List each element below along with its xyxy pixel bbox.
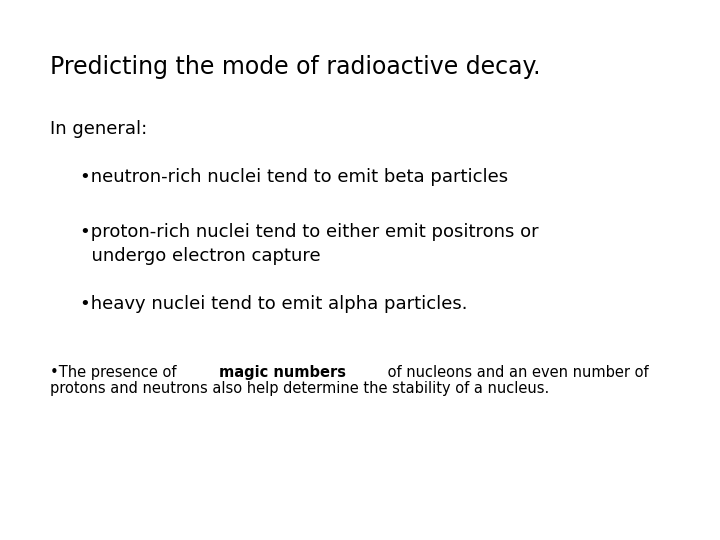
Text: •proton-rich nuclei tend to either emit positrons or
  undergo electron capture: •proton-rich nuclei tend to either emit … — [80, 223, 539, 265]
Text: of nucleons and an even number of: of nucleons and an even number of — [383, 365, 649, 380]
Text: protons and neutrons also help determine the stability of a nucleus.: protons and neutrons also help determine… — [50, 381, 549, 396]
Text: magic numbers: magic numbers — [219, 365, 346, 380]
Text: •neutron-rich nuclei tend to emit beta particles: •neutron-rich nuclei tend to emit beta p… — [80, 168, 508, 186]
Text: •heavy nuclei tend to emit alpha particles.: •heavy nuclei tend to emit alpha particl… — [80, 295, 467, 313]
Text: Predicting the mode of radioactive decay.: Predicting the mode of radioactive decay… — [50, 55, 541, 79]
Text: •The presence of: •The presence of — [50, 365, 181, 380]
Text: In general:: In general: — [50, 120, 148, 138]
